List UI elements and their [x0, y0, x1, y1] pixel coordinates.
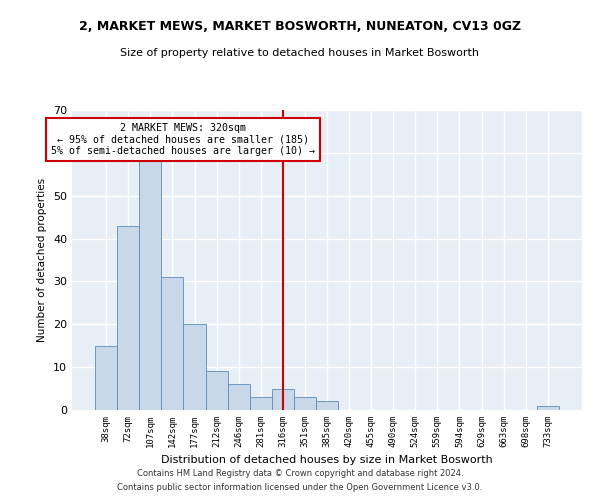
Text: Contains HM Land Registry data © Crown copyright and database right 2024.: Contains HM Land Registry data © Crown c… [137, 468, 463, 477]
Bar [184, 324, 206, 410]
Bar [294, 397, 316, 410]
Bar [161, 277, 184, 410]
Text: Contains public sector information licensed under the Open Government Licence v3: Contains public sector information licen… [118, 484, 482, 492]
Y-axis label: Number of detached properties: Number of detached properties [37, 178, 47, 342]
Bar [537, 406, 559, 410]
Bar [272, 388, 294, 410]
Text: 2, MARKET MEWS, MARKET BOSWORTH, NUNEATON, CV13 0GZ: 2, MARKET MEWS, MARKET BOSWORTH, NUNEATO… [79, 20, 521, 33]
X-axis label: Distribution of detached houses by size in Market Bosworth: Distribution of detached houses by size … [161, 456, 493, 466]
Text: Size of property relative to detached houses in Market Bosworth: Size of property relative to detached ho… [121, 48, 479, 58]
Bar [250, 397, 272, 410]
Bar [95, 346, 117, 410]
Bar [316, 402, 338, 410]
Text: 2 MARKET MEWS: 320sqm
← 95% of detached houses are smaller (185)
5% of semi-deta: 2 MARKET MEWS: 320sqm ← 95% of detached … [52, 123, 316, 156]
Bar [117, 226, 139, 410]
Bar [227, 384, 250, 410]
Bar [139, 162, 161, 410]
Bar [206, 372, 227, 410]
